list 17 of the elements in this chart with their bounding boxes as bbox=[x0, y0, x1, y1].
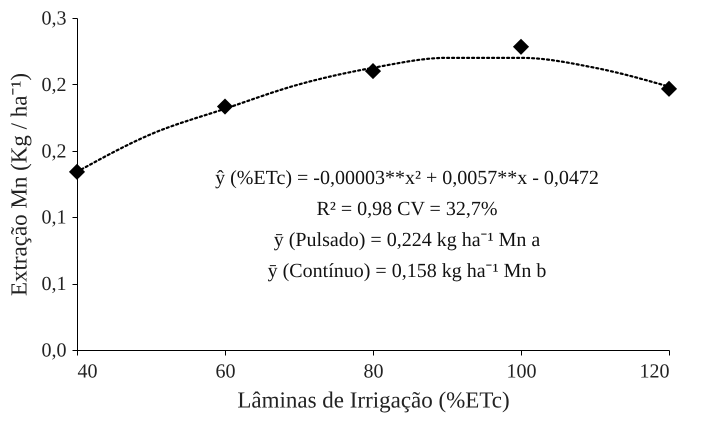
x-tick-label: 100 bbox=[506, 360, 536, 382]
y-axis-title: Extração Mn (Kg / ha⁻¹) bbox=[6, 72, 32, 296]
annotation: ŷ (%ETc) = -0,00003**x² + 0,0057**x - 0,0472 bbox=[215, 167, 599, 189]
x-tick-label: 80 bbox=[364, 360, 384, 382]
x-tick-label: 120 bbox=[640, 360, 670, 382]
y-tick-label: 0,2 bbox=[42, 140, 66, 162]
annotation: ȳ (Pulsado) = 0,224 kg ha⁻¹ Mn a bbox=[274, 229, 540, 251]
y-tick-label: 0,2 bbox=[42, 74, 66, 96]
y-tick-label: 0,1 bbox=[42, 206, 66, 229]
x-tick-label: 40 bbox=[78, 360, 98, 382]
x-tick-label: 60 bbox=[216, 360, 236, 382]
x-axis-title: Lâminas de Irrigação (%ETc) bbox=[237, 388, 510, 412]
annotation: R² = 0,98 CV = 32,7% bbox=[316, 198, 498, 220]
annotation: ȳ (Contínuo) = 0,158 kg ha⁻¹ Mn b bbox=[268, 260, 546, 282]
y-tick-label: 0,1 bbox=[42, 273, 66, 296]
y-tick-label: 0,3 bbox=[42, 8, 66, 30]
y-tick-label: 0,0 bbox=[42, 340, 66, 362]
